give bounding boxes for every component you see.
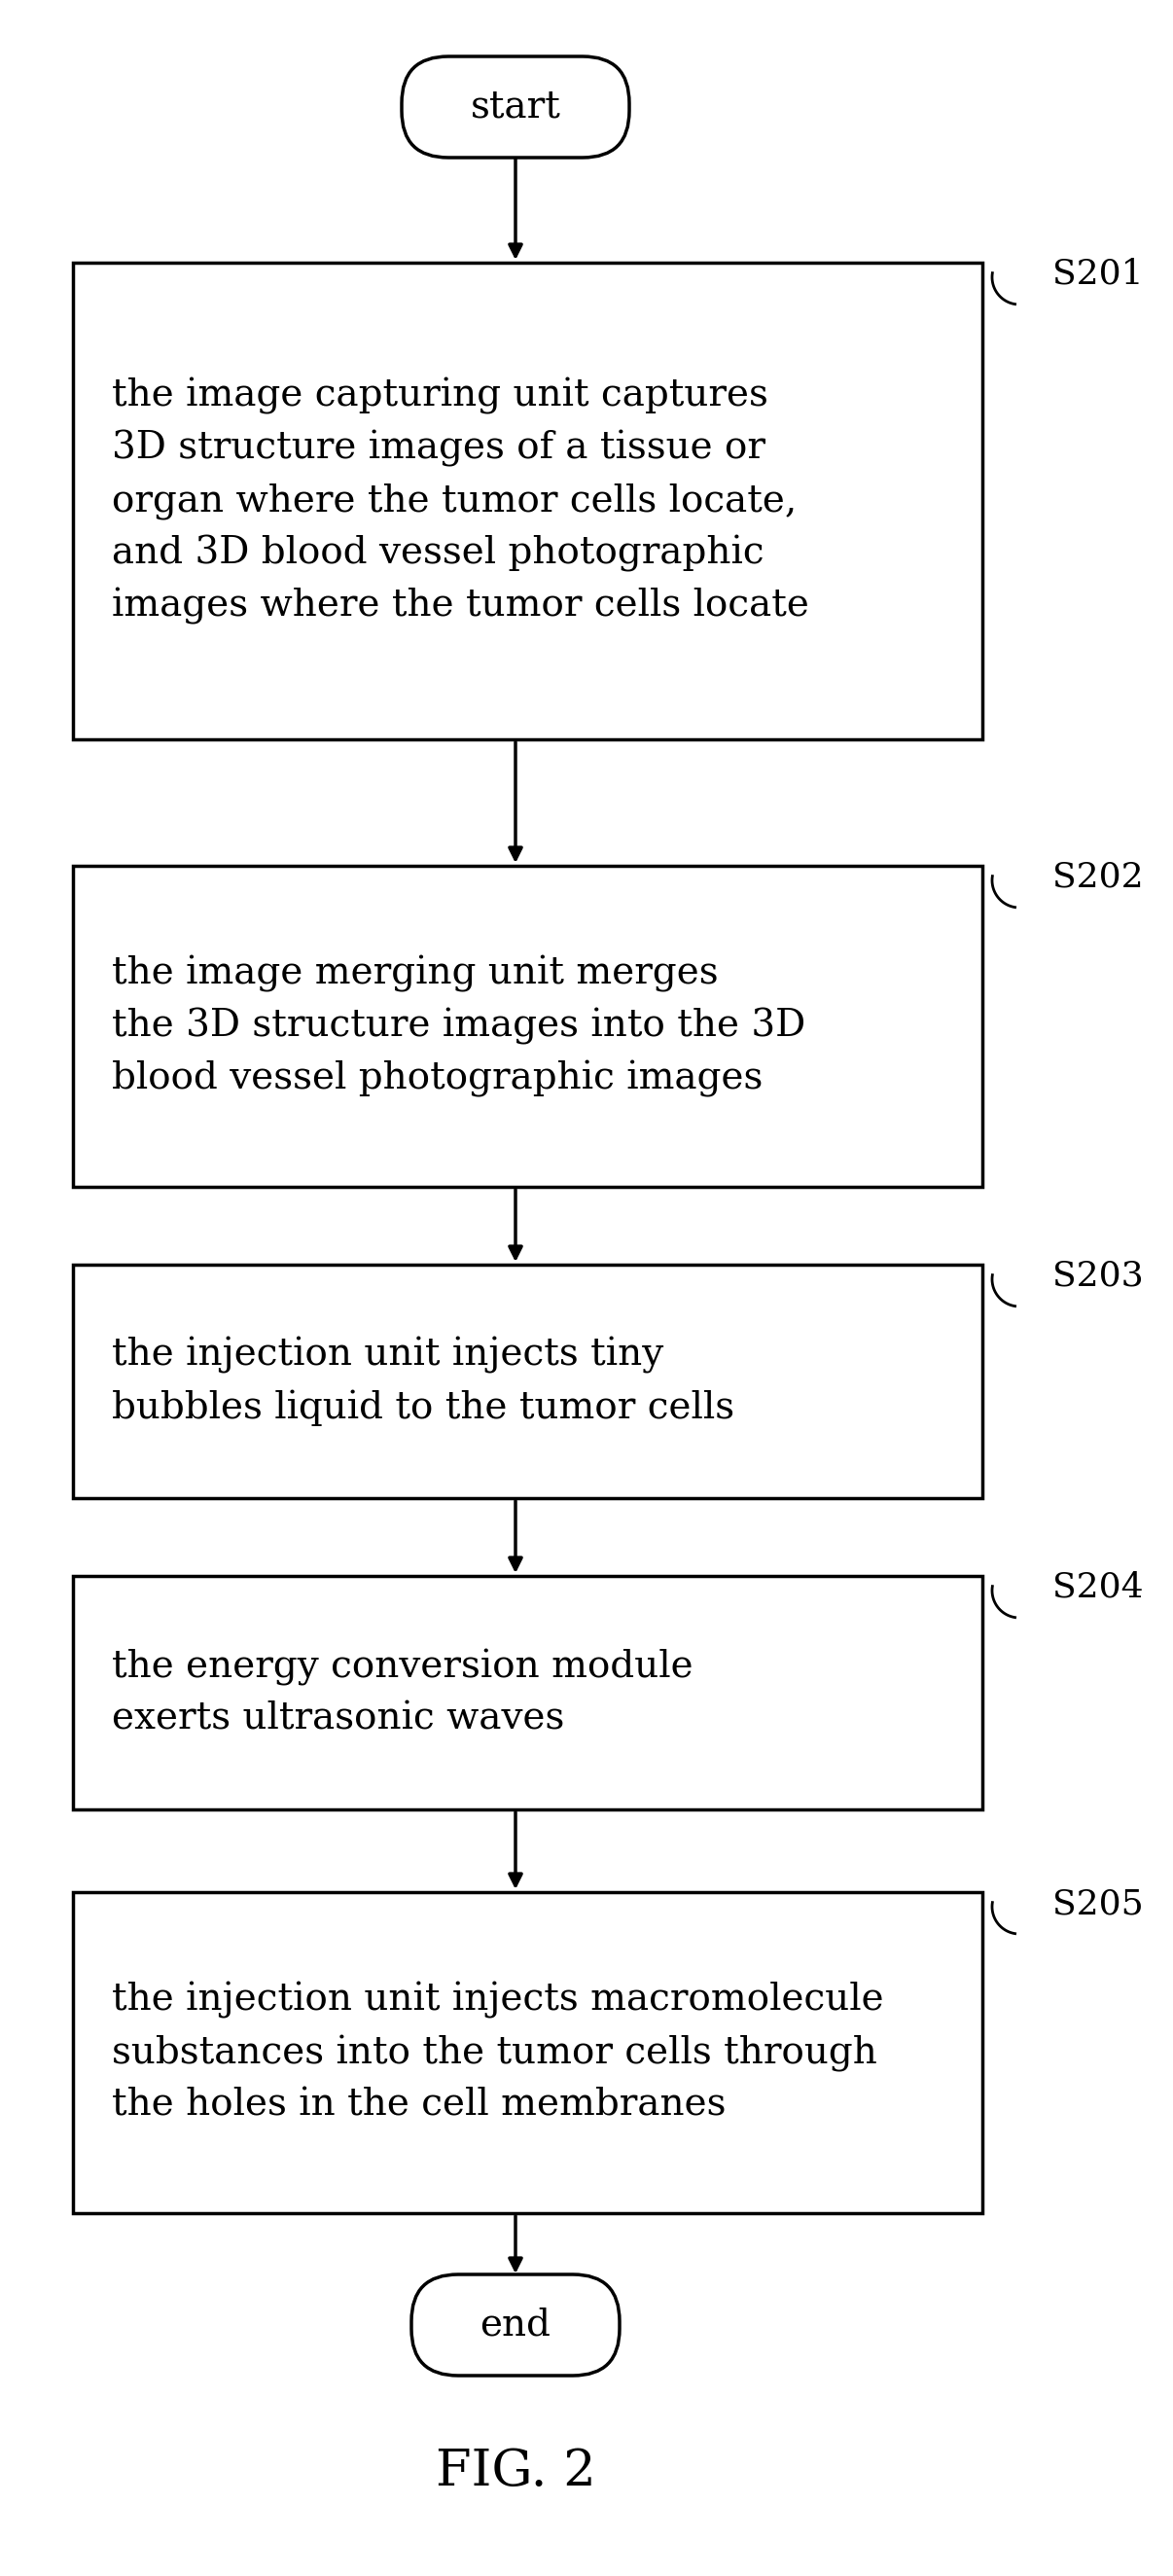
Text: the image merging unit merges
the 3D structure images into the 3D
blood vessel p: the image merging unit merges the 3D str… <box>111 956 806 1097</box>
Text: S201: S201 <box>1052 258 1144 291</box>
Text: the injection unit injects macromolecule
substances into the tumor cells through: the injection unit injects macromolecule… <box>111 1981 883 2123</box>
Text: S202: S202 <box>1052 860 1144 894</box>
Text: S203: S203 <box>1052 1260 1144 1293</box>
Bar <box>73 1265 982 1499</box>
Text: the image capturing unit captures
3D structure images of a tissue or
organ where: the image capturing unit captures 3D str… <box>111 379 809 623</box>
Bar <box>73 263 982 739</box>
Text: end: end <box>480 2308 551 2344</box>
Text: the energy conversion module
exerts ultrasonic waves: the energy conversion module exerts ultr… <box>111 1649 693 1736</box>
FancyBboxPatch shape <box>401 57 629 157</box>
Text: S205: S205 <box>1052 1888 1144 1919</box>
Bar <box>73 1577 982 1808</box>
Text: S204: S204 <box>1052 1571 1144 1605</box>
Text: FIG. 2: FIG. 2 <box>435 2447 596 2496</box>
Bar <box>73 1893 982 2213</box>
Text: the injection unit injects tiny
bubbles liquid to the tumor cells: the injection unit injects tiny bubbles … <box>111 1337 734 1427</box>
Text: start: start <box>470 90 561 126</box>
FancyBboxPatch shape <box>412 2275 619 2375</box>
Bar <box>73 866 982 1188</box>
